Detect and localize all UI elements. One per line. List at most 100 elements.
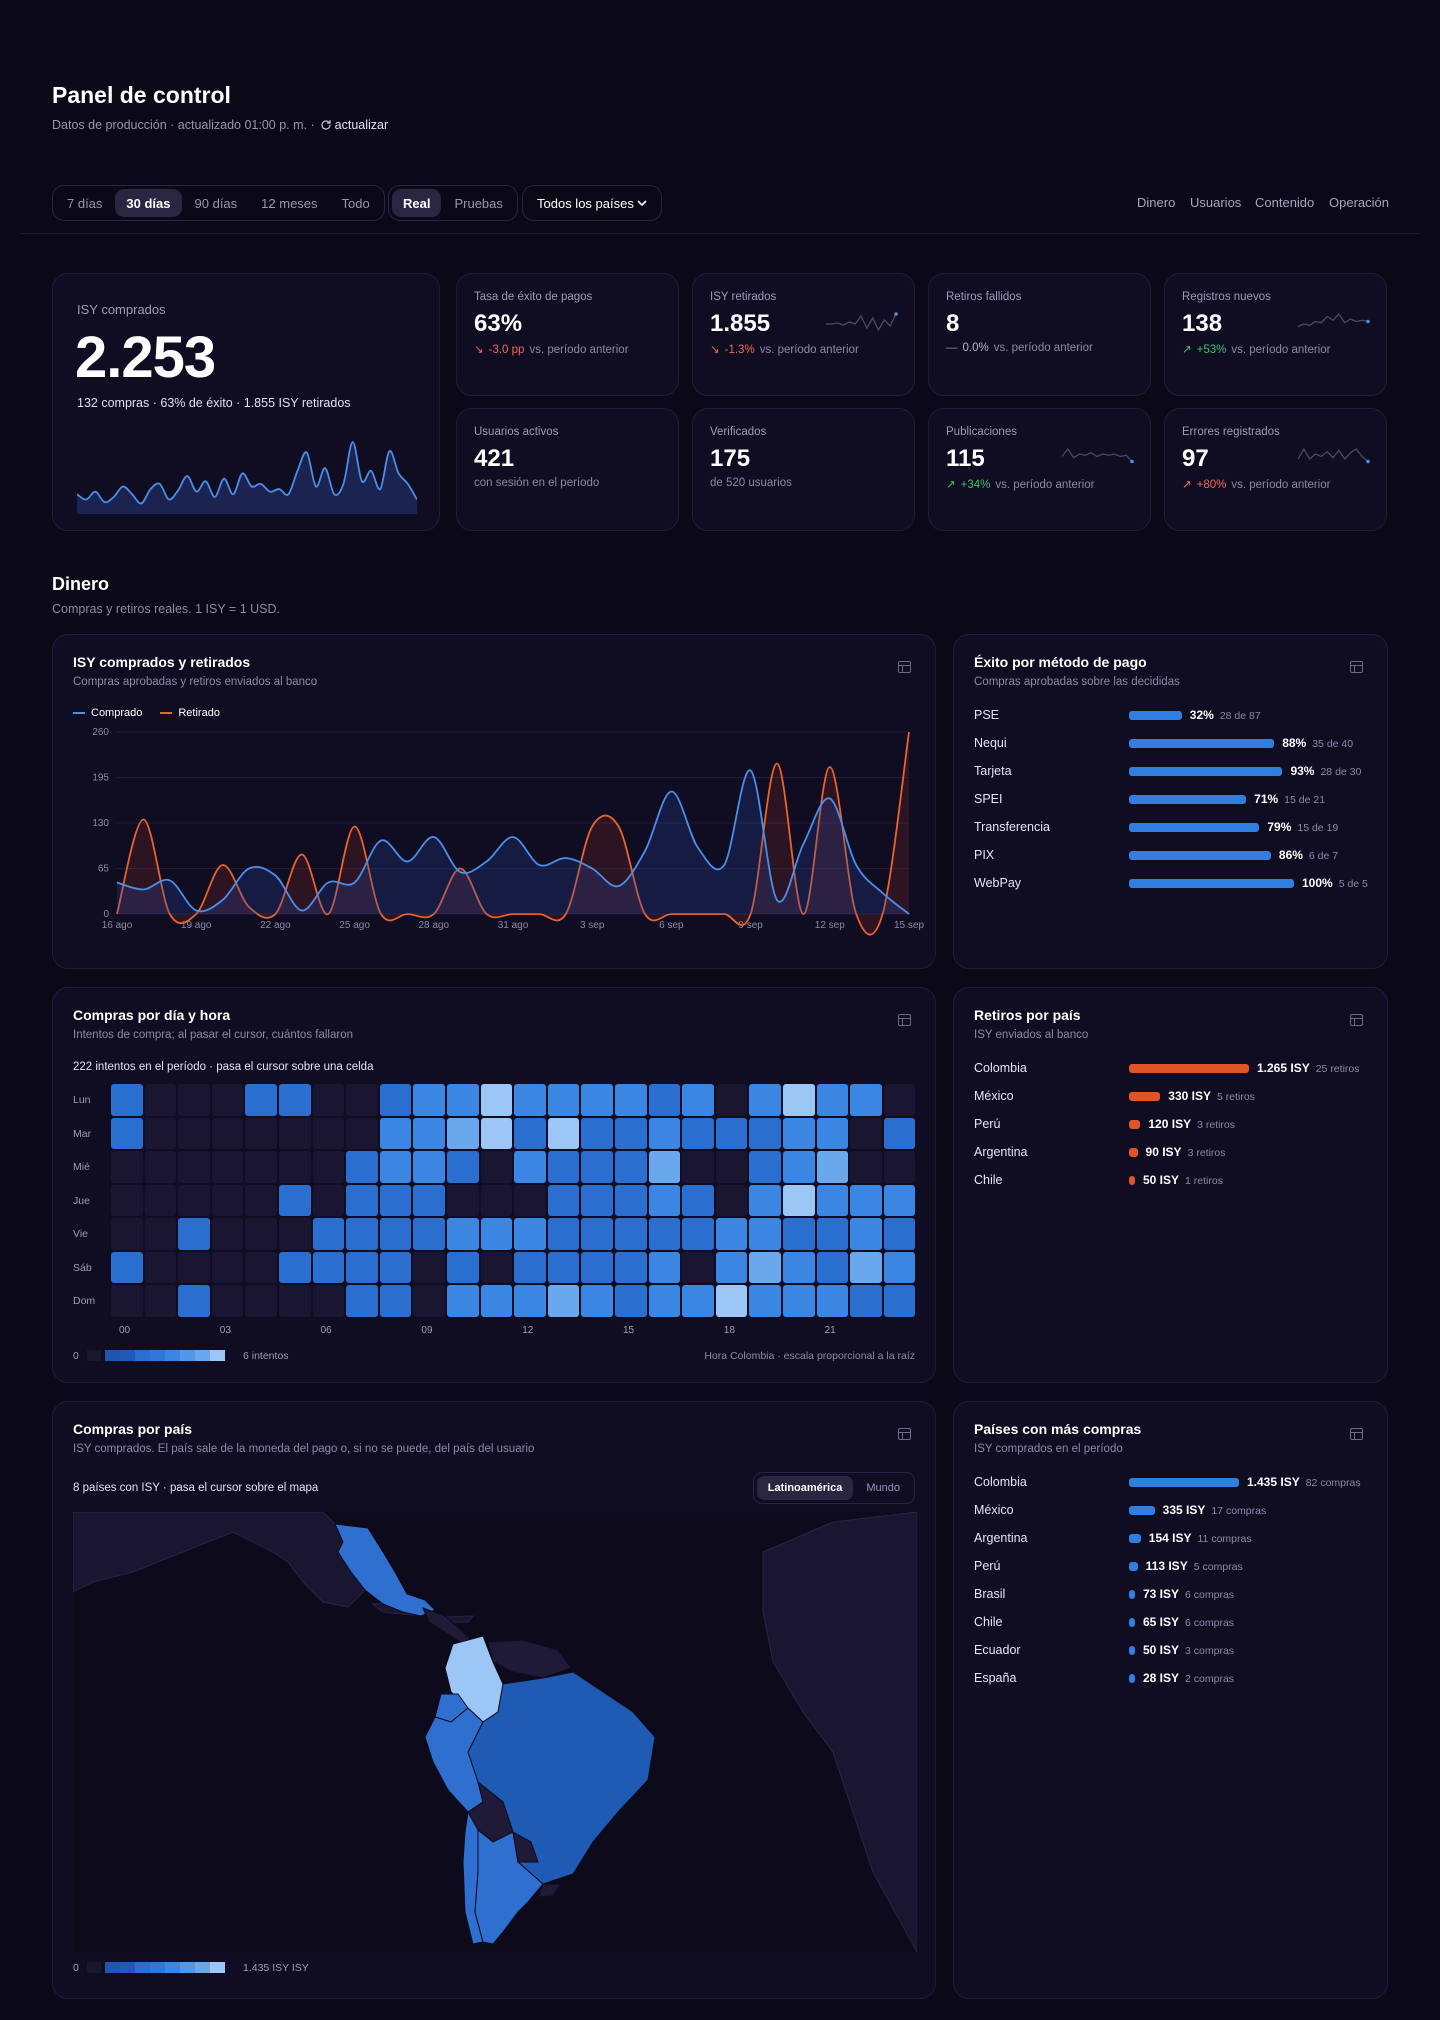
data-point[interactable] [718, 859, 730, 871]
heatmap-cell[interactable] [816, 1251, 849, 1283]
bar-row-nequi[interactable]: Nequi 88% 35 de 40 [974, 733, 1367, 753]
data-point[interactable] [613, 880, 625, 892]
data-point[interactable] [586, 821, 598, 833]
heatmap-cell[interactable] [749, 1218, 781, 1250]
table-icon[interactable] [1350, 661, 1363, 673]
heatmap-cell[interactable] [816, 1117, 849, 1149]
heatmap-cell[interactable] [615, 1084, 647, 1116]
heatmap-cell[interactable] [715, 1218, 748, 1250]
heatmap-cell[interactable] [715, 1151, 748, 1183]
data-point[interactable] [560, 852, 572, 864]
data-point[interactable] [454, 866, 466, 878]
heatmap-cell[interactable] [178, 1285, 210, 1317]
data-point[interactable] [903, 908, 915, 920]
heatmap-cell[interactable] [615, 1218, 647, 1250]
heatmap-cell[interactable] [615, 1285, 647, 1317]
heatmap-cell[interactable] [547, 1218, 580, 1250]
heatmap-cell[interactable] [547, 1084, 580, 1116]
heatmap-cell[interactable] [245, 1218, 277, 1250]
bar-row-peru[interactable]: Perú 120 ISY 3 retiros [974, 1114, 1367, 1134]
bar-row-transferencia[interactable]: Transferencia 79% 15 de 19 [974, 817, 1367, 837]
heatmap-cell[interactable] [850, 1084, 882, 1116]
heatmap-cell[interactable] [178, 1151, 210, 1183]
heatmap-cell[interactable] [783, 1218, 815, 1250]
heatmap-cell[interactable] [514, 1285, 546, 1317]
data-point[interactable] [771, 894, 783, 906]
nav-operacion[interactable]: Operación [1329, 195, 1389, 210]
heatmap-cell[interactable] [245, 1117, 277, 1149]
heatmap-cell[interactable] [111, 1251, 143, 1283]
country-mexico[interactable] [334, 1523, 436, 1617]
heatmap-cell[interactable] [850, 1251, 882, 1283]
table-icon[interactable] [898, 1014, 911, 1026]
heatmap-cell[interactable] [749, 1285, 781, 1317]
heatmap-cell[interactable] [178, 1251, 210, 1283]
period-todo[interactable]: Todo [341, 195, 370, 211]
period-30-dias[interactable]: 30 días [115, 189, 182, 217]
heatmap-cell[interactable] [312, 1184, 345, 1216]
data-point[interactable] [296, 849, 308, 861]
heatmap-cell[interactable] [413, 1218, 445, 1250]
heatmap-cell[interactable] [615, 1151, 647, 1183]
bar-row-colombia[interactable]: Colombia 1.435 ISY 82 compras [974, 1472, 1367, 1492]
data-point[interactable] [322, 877, 334, 889]
data-point[interactable] [164, 874, 176, 886]
heatmap-cell[interactable] [783, 1084, 815, 1116]
data-point[interactable] [481, 856, 493, 868]
bar-row-colombia[interactable]: Colombia 1.265 ISY 25 retiros [974, 1058, 1367, 1078]
heatmap-cell[interactable] [111, 1218, 143, 1250]
heatmap-cell[interactable] [279, 1151, 311, 1183]
heatmap-cell[interactable] [783, 1151, 815, 1183]
heatmap-cell[interactable] [178, 1218, 210, 1250]
bar-row-pse[interactable]: PSE 32% 28 de 87 [974, 705, 1367, 725]
data-point[interactable] [243, 863, 255, 875]
heatmap-cell[interactable] [514, 1117, 546, 1149]
heatmap-cell[interactable] [547, 1117, 580, 1149]
heatmap-cell[interactable] [447, 1117, 479, 1149]
heatmap-cell[interactable] [816, 1151, 849, 1183]
heatmap-cell[interactable] [447, 1285, 479, 1317]
heatmap-cell[interactable] [245, 1084, 277, 1116]
data-point[interactable] [877, 887, 889, 899]
data-point[interactable] [217, 859, 229, 871]
heatmap-cell[interactable] [111, 1084, 143, 1116]
heatmap-cell[interactable] [178, 1084, 210, 1116]
bar-row-ecuador[interactable]: Ecuador 50 ISY 3 compras [974, 1640, 1367, 1660]
heatmap-cell[interactable] [379, 1117, 412, 1149]
heatmap-cell[interactable] [749, 1184, 781, 1216]
heatmap-cell[interactable] [447, 1251, 479, 1283]
data-point[interactable] [401, 856, 413, 868]
heatmap-cell[interactable] [245, 1151, 277, 1183]
heatmap-cell[interactable] [413, 1151, 445, 1183]
heatmap-cell[interactable] [144, 1251, 177, 1283]
heatmap-cell[interactable] [413, 1285, 445, 1317]
heatmap-cell[interactable] [480, 1184, 513, 1216]
heatmap-cell[interactable] [111, 1184, 143, 1216]
heatmap-cell[interactable] [682, 1251, 714, 1283]
heatmap-cell[interactable] [615, 1251, 647, 1283]
heatmap-cell[interactable] [581, 1117, 613, 1149]
heatmap-cell[interactable] [682, 1285, 714, 1317]
data-point[interactable] [824, 761, 836, 773]
heatmap-cell[interactable] [816, 1184, 849, 1216]
data-point[interactable] [824, 793, 836, 805]
heatmap-cell[interactable] [648, 1251, 681, 1283]
data-point[interactable] [613, 821, 625, 833]
heatmap-cell[interactable] [480, 1084, 513, 1116]
heatmap-cell[interactable] [648, 1151, 681, 1183]
table-icon[interactable] [898, 661, 911, 673]
heatmap-cell[interactable] [211, 1251, 244, 1283]
heatmap-cell[interactable] [883, 1084, 916, 1116]
data-point[interactable] [533, 859, 545, 871]
heatmap-cell[interactable] [581, 1084, 613, 1116]
heatmap-cell[interactable] [279, 1218, 311, 1250]
heatmap-cell[interactable] [816, 1218, 849, 1250]
heatmap-cell[interactable] [279, 1117, 311, 1149]
heatmap-cell[interactable] [715, 1117, 748, 1149]
data-point[interactable] [349, 821, 361, 833]
data-point[interactable] [850, 859, 862, 871]
bar-row-webpay[interactable]: WebPay 100% 5 de 5 [974, 873, 1368, 893]
refresh-link[interactable]: actualizar [320, 118, 388, 132]
heatmap-cell[interactable] [211, 1184, 244, 1216]
heatmap-cell[interactable] [783, 1117, 815, 1149]
